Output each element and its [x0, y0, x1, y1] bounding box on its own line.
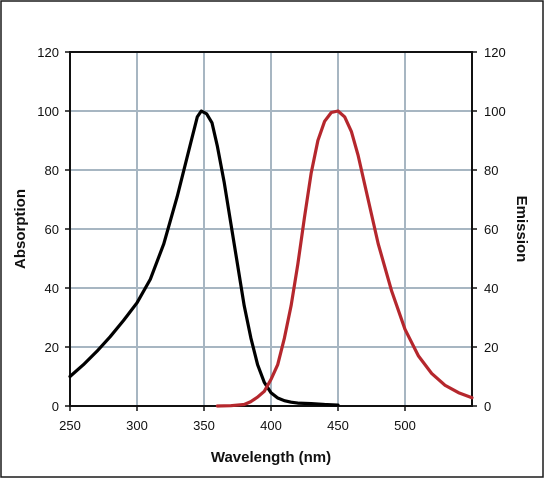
y-tick-label-left: 0 — [52, 399, 59, 414]
y-tick-label-right: 20 — [484, 340, 498, 355]
emission-series-line — [215, 109, 474, 408]
x-tick-label: 450 — [327, 418, 349, 433]
y-tick-label-right: 40 — [484, 281, 498, 296]
series-layer — [68, 109, 474, 408]
y-tick-label-right: 120 — [484, 45, 506, 60]
y-tick-label-left: 120 — [37, 45, 59, 60]
y-tick-label-left: 20 — [45, 340, 59, 355]
y-tick-label-left: 40 — [45, 281, 59, 296]
x-tick-label: 250 — [59, 418, 81, 433]
y-tick-label-right: 80 — [484, 163, 498, 178]
tick-layer: 250 300 350 400 450 500 0 20 40 60 80 100 120 0 20 40 60… — [37, 45, 505, 433]
y-axis-title-right: Emission — [513, 196, 530, 263]
x-tick-label: 400 — [260, 418, 282, 433]
y-tick-label-left: 60 — [45, 222, 59, 237]
x-tick-label: 500 — [394, 418, 416, 433]
absorption-series-line — [68, 109, 340, 407]
x-tick-label: 350 — [193, 418, 215, 433]
y-tick-label-left: 100 — [37, 104, 59, 119]
y-axis-title-left: Absorption — [12, 189, 29, 269]
y-tick-label-left: 80 — [45, 163, 59, 178]
y-tick-label-right: 60 — [484, 222, 498, 237]
x-tick-label: 300 — [126, 418, 148, 433]
x-axis-title: Wavelength (nm) — [211, 449, 331, 466]
y-tick-label-right: 0 — [484, 399, 491, 414]
y-tick-label-right: 100 — [484, 104, 506, 119]
